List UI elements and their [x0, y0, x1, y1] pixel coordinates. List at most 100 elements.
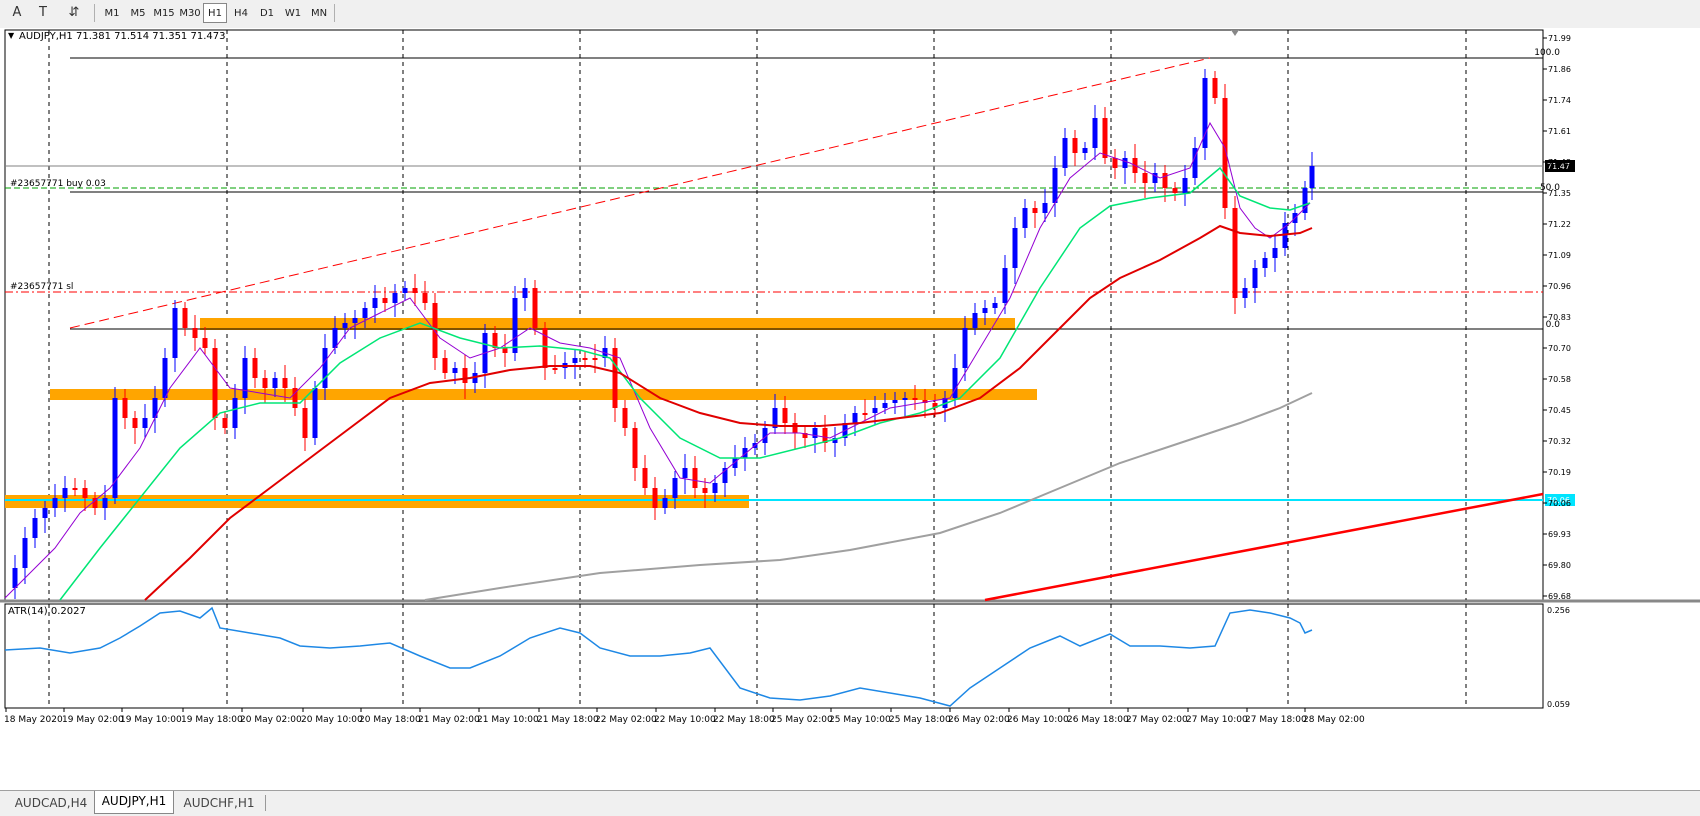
- order-buy-label: #23657771 buy 0.03: [10, 179, 106, 189]
- price-tick-label: 71.99: [1548, 34, 1571, 43]
- candle-body: [192, 328, 198, 338]
- timeframe-mn[interactable]: MN: [310, 8, 328, 19]
- atr-line: [4, 606, 1313, 707]
- candle-body: [542, 328, 548, 368]
- timeframe-d1[interactable]: D1: [259, 8, 275, 19]
- candle-body: [502, 348, 508, 353]
- candle-body: [412, 288, 418, 293]
- price-tick-label: 70.32: [1548, 437, 1571, 446]
- support-resistance-zone: [5, 495, 749, 508]
- time-tick-label: 25 May 02:00: [771, 715, 833, 725]
- candle-body: [252, 358, 258, 378]
- candle-body: [112, 398, 118, 498]
- candle-body: [1092, 118, 1098, 148]
- fib-100-label: 100.0: [1534, 48, 1560, 58]
- candle-body: [682, 468, 688, 478]
- candle-body: [332, 328, 338, 348]
- candle-body: [452, 368, 458, 373]
- candle-body: [662, 498, 668, 508]
- candle-body: [42, 508, 48, 518]
- candle-body: [392, 293, 398, 303]
- candle-body: [852, 413, 858, 423]
- candle-body: [402, 288, 408, 293]
- candle-body: [92, 498, 98, 508]
- candle-body: [1072, 138, 1078, 153]
- time-tick-label: 20 May 18:00: [359, 715, 421, 725]
- candle-body: [282, 378, 288, 388]
- atr-pane-frame: [4, 603, 1544, 709]
- candle-body: [462, 368, 468, 383]
- price-tick-label: 70.70: [1548, 344, 1571, 353]
- atr-tick-label: 0.256: [1547, 606, 1570, 615]
- chart-collapse-icon[interactable]: ▼: [8, 31, 15, 40]
- candle-body: [632, 428, 638, 468]
- candle-body: [712, 483, 718, 493]
- candle-body: [1062, 138, 1068, 168]
- timeframe-w1[interactable]: W1: [284, 8, 302, 19]
- tab-audjpy-h1[interactable]: AUDJPY,H1: [94, 791, 174, 814]
- candle-body: [832, 438, 838, 443]
- candle-body: [62, 488, 68, 498]
- candle-body: [242, 358, 248, 398]
- candle-body: [342, 323, 348, 328]
- price-tick-label: 71.74: [1548, 96, 1571, 105]
- support-resistance-zone: [50, 389, 1037, 400]
- price-tick-label: 71.48: [1548, 158, 1571, 167]
- timeframe-m5[interactable]: M5: [130, 8, 146, 19]
- price-chart[interactable]: 71.47 70.06 71.99 71.86 71.74 71.61 71.48 71.3…: [0, 28, 1700, 790]
- order-sl-label: #23657771 sl: [10, 282, 73, 292]
- time-tick-label: 21 May 02:00: [418, 715, 480, 725]
- timeframe-m15[interactable]: M15: [153, 8, 175, 19]
- tab-audchf-h1[interactable]: AUDCHF,H1: [183, 796, 255, 810]
- chart-window[interactable]: 71.47 70.06 71.99 71.86 71.74 71.61 71.48 71.3…: [0, 28, 1700, 790]
- candle-body: [592, 358, 598, 360]
- timeframe-m1[interactable]: M1: [104, 8, 120, 19]
- candle-body: [1309, 166, 1315, 188]
- time-tick-label: 25 May 18:00: [889, 715, 951, 725]
- time-tick-label: 27 May 10:00: [1186, 715, 1248, 725]
- candle-body: [312, 388, 318, 438]
- candle-body: [1112, 158, 1118, 168]
- price-tick-label: 70.19: [1548, 468, 1571, 477]
- candle-body: [862, 413, 868, 415]
- candle-body: [762, 428, 768, 443]
- candle-body: [952, 368, 958, 398]
- candle-body: [522, 288, 528, 298]
- chart-header: AUDJPY,H1 71.381 71.514 71.351 71.473: [19, 31, 225, 42]
- time-tick-label: 19 May 10:00: [120, 715, 182, 725]
- period-separator-marker: [1231, 30, 1239, 36]
- text-tool-icon[interactable]: A: [12, 5, 22, 20]
- timeframe-h4[interactable]: H4: [234, 8, 248, 19]
- candle-body: [1212, 78, 1218, 98]
- tab-audcad-h4[interactable]: AUDCAD,H4: [14, 796, 88, 810]
- text-label-tool-icon[interactable]: T: [39, 5, 47, 20]
- fib-50-label: 50.0: [1540, 183, 1560, 193]
- candle-body: [372, 298, 378, 308]
- time-tick-label: 21 May 10:00: [477, 715, 539, 725]
- candle-body: [742, 448, 748, 458]
- support-level-value: 70.06: [1547, 496, 1570, 505]
- price-tick-label: 71.61: [1548, 127, 1571, 136]
- arrows-tool-icon[interactable]: ⇵: [68, 5, 80, 20]
- support-level-badge: [1545, 494, 1575, 506]
- candle-body: [1082, 148, 1088, 153]
- time-tick-label: 20 May 10:00: [301, 715, 363, 725]
- candle-body: [22, 538, 28, 568]
- candle-body: [82, 488, 88, 498]
- candle-body: [442, 358, 448, 373]
- time-tick-label: 19 May 18:00: [181, 715, 243, 725]
- time-tick-label: 22 May 10:00: [654, 715, 716, 725]
- candle-body: [732, 458, 738, 468]
- candle-body: [1192, 148, 1198, 178]
- price-tick-label: 70.83: [1548, 313, 1571, 322]
- candle-body: [222, 418, 228, 428]
- candle-body: [1162, 173, 1168, 188]
- toolbar-separator: [94, 4, 95, 22]
- candle-body: [812, 428, 818, 438]
- candle-body: [72, 488, 78, 490]
- timeframe-h1[interactable]: H1: [203, 3, 227, 23]
- candle-body: [52, 498, 58, 508]
- candle-body: [1252, 268, 1258, 288]
- candle-body: [102, 498, 108, 508]
- timeframe-m30[interactable]: M30: [179, 8, 201, 19]
